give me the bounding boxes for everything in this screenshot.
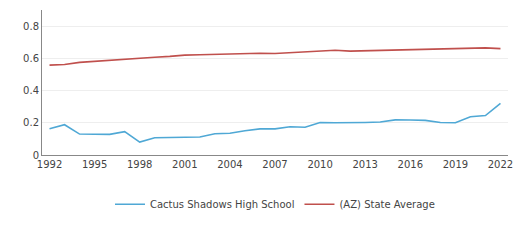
svg-text:2001: 2001 (172, 159, 197, 170)
svg-text:0.6: 0.6 (23, 53, 39, 64)
svg-text:(AZ) State Average: (AZ) State Average (339, 199, 434, 210)
svg-text:1998: 1998 (127, 159, 152, 170)
svg-text:0.8: 0.8 (23, 21, 39, 32)
svg-text:2022: 2022 (488, 159, 513, 170)
svg-text:Cactus Shadows High School: Cactus Shadows High School (150, 199, 294, 210)
svg-text:2007: 2007 (262, 159, 287, 170)
svg-text:0.2: 0.2 (23, 117, 39, 128)
svg-text:0: 0 (33, 150, 39, 161)
svg-text:2004: 2004 (217, 159, 242, 170)
svg-text:2019: 2019 (443, 159, 468, 170)
svg-text:1995: 1995 (82, 159, 107, 170)
svg-text:0.4: 0.4 (23, 85, 39, 96)
svg-text:2016: 2016 (398, 159, 423, 170)
svg-text:1992: 1992 (37, 159, 62, 170)
svg-text:2013: 2013 (352, 159, 377, 170)
svg-text:2010: 2010 (307, 159, 332, 170)
